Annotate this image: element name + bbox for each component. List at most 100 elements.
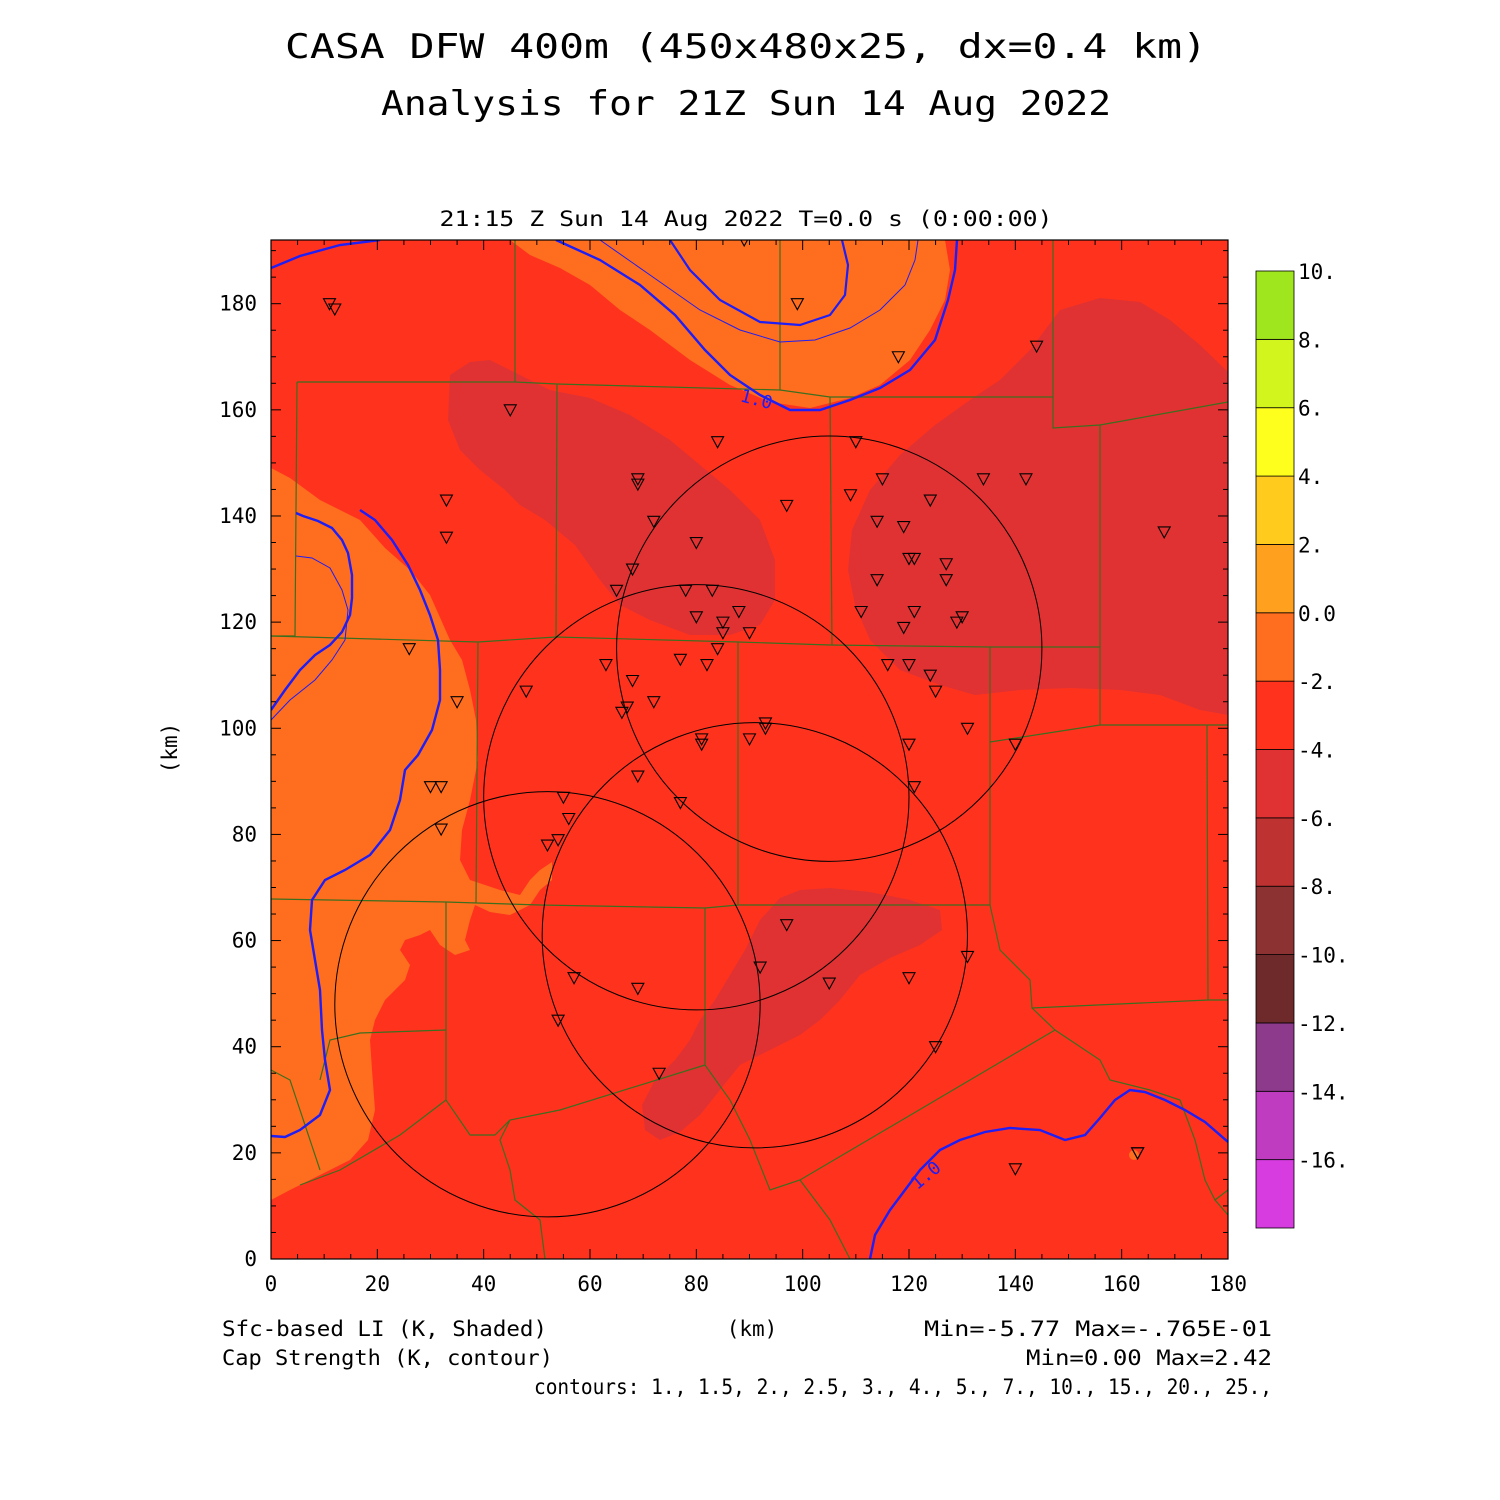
cap-strength-contours: 1.0 1.0	[271, 240, 1228, 1259]
colorbar-swatch	[1255, 612, 1295, 682]
colorbar-tick-label: 0.0	[1298, 602, 1336, 626]
plot-area: 1.0 1.0	[271, 240, 1228, 1259]
station-marker	[1029, 340, 1044, 354]
station-marker	[902, 659, 916, 672]
colorbar-swatch	[1255, 407, 1295, 477]
x-tick-label: 60	[577, 1272, 602, 1296]
station-marker	[646, 696, 661, 709]
station-marker	[673, 653, 688, 667]
station-marker	[1008, 738, 1023, 752]
colorbar-tick-label: 2.	[1298, 533, 1323, 557]
colorbar-tick-label: 4.	[1298, 465, 1323, 489]
station-marker	[902, 972, 916, 985]
x-tick-label: 160	[1103, 1272, 1141, 1296]
footer-contour-minmax: Min=0.00 Max=2.42	[1026, 1346, 1272, 1370]
footer-shaded-label: Sfc-based LI (K, Shaded)	[222, 1317, 547, 1341]
station-marker	[561, 812, 576, 826]
station-marker	[625, 563, 640, 577]
station-marker	[630, 770, 645, 784]
colorbar-tick-label: -16.	[1298, 1149, 1349, 1173]
chart-title-line2: Analysis for 21Z Sun 14 Aug 2022	[381, 84, 1111, 124]
station-marker	[902, 552, 916, 566]
y-tick-label: 100	[219, 716, 257, 740]
y-tick-label: 0	[244, 1247, 257, 1271]
colorbar-tick-label: -12.	[1298, 1012, 1349, 1036]
station-marker	[1019, 473, 1033, 486]
y-tick-label: 40	[232, 1035, 257, 1059]
station-marker	[630, 478, 645, 492]
shade-band-minus6-to-minus4-south	[642, 888, 942, 1140]
station-marker	[614, 706, 629, 720]
station-marker	[870, 515, 885, 529]
y-tick-label: 180	[219, 292, 257, 316]
y-tick-label: 20	[232, 1141, 257, 1165]
station-marker	[875, 473, 890, 486]
station-marker	[646, 515, 661, 529]
station-marker	[439, 494, 454, 508]
shade-band-minus2-to-0-north	[510, 240, 950, 408]
colorbar-swatch	[1255, 338, 1295, 409]
colorbar-swatch	[1255, 270, 1295, 340]
station-marker	[450, 696, 465, 709]
station-marker	[758, 722, 773, 736]
colorbar-tick-label: -6.	[1298, 807, 1336, 831]
station-marker	[689, 611, 704, 624]
contour-1.5-west	[271, 555, 349, 721]
station-marker	[567, 972, 581, 985]
footer-contour-label: Cap Strength (K, contour)	[222, 1346, 553, 1370]
station-marker	[678, 584, 693, 598]
shade-band-minus2-to-0-west	[271, 468, 552, 1200]
y-tick-label: 80	[232, 822, 257, 846]
station-marker	[402, 643, 417, 656]
station-marker	[976, 473, 991, 486]
x-axis-label: (km)	[727, 1317, 778, 1341]
station-marker	[700, 659, 714, 672]
station-marker	[923, 669, 938, 683]
x-tick-label: 40	[471, 1272, 496, 1296]
x-tick-label: 120	[890, 1272, 928, 1296]
station-marker	[327, 303, 342, 317]
station-marker	[822, 977, 837, 991]
colorbar-tick-label: 8.	[1298, 328, 1323, 352]
station-marker	[960, 722, 975, 736]
radar-range-circle	[483, 584, 910, 1011]
valid-time-label: 21:15 Z Sun 14 Aug 2022 T=0.0 s (0:00:00…	[440, 207, 1053, 231]
radar-range-circles	[334, 435, 1043, 1218]
station-marker	[939, 558, 954, 571]
station-marker	[928, 1041, 943, 1054]
station-marker	[949, 616, 964, 630]
station-marker	[1157, 526, 1172, 540]
station-marker	[423, 781, 438, 794]
station-marker	[710, 436, 725, 449]
y-axis: 0 20 40 60 80 100 120 140 160 180	[219, 250, 1228, 1271]
radar-range-circle	[334, 791, 761, 1218]
station-marker	[939, 574, 954, 587]
colorbar-tick-label: -8.	[1298, 875, 1336, 899]
station-marker	[551, 1014, 566, 1028]
colorbar-swatch	[1255, 1159, 1295, 1229]
colorbar-tick-label: -2.	[1298, 670, 1336, 694]
station-marker	[753, 961, 768, 975]
station-marker	[609, 584, 624, 598]
y-tick-label: 60	[232, 929, 257, 953]
footer-shaded-minmax: Min=-5.77 Max=-.765E-01	[924, 1317, 1272, 1341]
station-marker	[779, 919, 794, 932]
station-marker	[1008, 1163, 1023, 1176]
chart-title-line1: CASA DFW 400m (450x480x25, dx=0.4 km)	[285, 27, 1207, 67]
footer-contours-list: contours: 1., 1.5, 2., 2.5, 3., 4., 5., …	[534, 1375, 1272, 1399]
x-tick-label: 100	[784, 1272, 822, 1296]
colorbar-tick-label: -14.	[1298, 1080, 1349, 1104]
station-marker	[779, 499, 794, 513]
radar-range-circle	[541, 722, 968, 1149]
station-marker	[854, 605, 869, 619]
station-marker	[880, 659, 895, 672]
station-marker	[790, 298, 805, 311]
station-marker	[630, 982, 645, 996]
station-marker	[896, 621, 911, 635]
station-marker	[848, 436, 863, 449]
station-marker	[652, 1067, 667, 1081]
x-tick-label: 80	[684, 1272, 709, 1296]
station-marker	[434, 823, 449, 837]
colorbar-tick-label: 6.	[1298, 397, 1323, 421]
station-marker	[960, 950, 975, 964]
